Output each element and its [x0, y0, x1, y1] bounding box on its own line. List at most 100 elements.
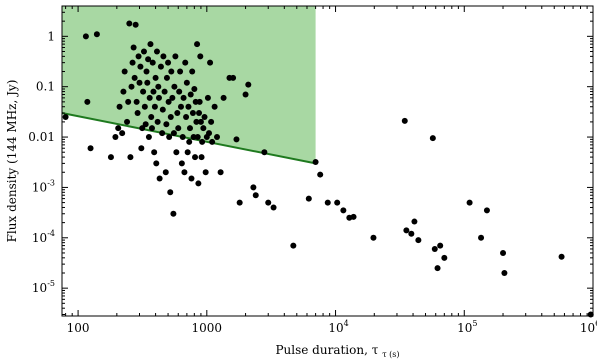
data-point	[143, 68, 150, 75]
x-tick-label: 106	[580, 319, 597, 335]
data-point	[188, 175, 195, 182]
data-point	[220, 94, 227, 101]
data-point	[185, 103, 192, 110]
data-point	[214, 134, 221, 141]
data-point	[429, 135, 436, 142]
data-point	[182, 59, 189, 66]
data-point	[153, 48, 160, 55]
data-point	[199, 138, 206, 145]
y-tick-label-base: 10	[32, 231, 47, 245]
data-point	[192, 154, 199, 161]
data-point	[200, 125, 207, 132]
data-point	[127, 154, 134, 161]
data-point	[208, 118, 215, 125]
x-axis-title-main: Pulse duration, τ	[275, 343, 378, 357]
data-point	[140, 48, 147, 55]
data-point	[324, 199, 331, 206]
data-point	[334, 199, 341, 206]
data-point	[183, 79, 190, 86]
data-point	[112, 134, 119, 141]
data-point	[178, 160, 185, 167]
data-point	[151, 103, 158, 110]
data-point	[107, 154, 114, 161]
y-tick-label: 0.1	[36, 80, 55, 94]
x-tick-label-base: 10	[580, 321, 595, 335]
data-point	[159, 106, 166, 113]
data-point	[174, 110, 181, 117]
data-point	[184, 149, 191, 156]
x-tick-label: 100	[67, 321, 90, 335]
data-point	[148, 125, 155, 132]
data-point	[157, 63, 164, 70]
data-point	[305, 195, 312, 202]
data-point	[155, 94, 162, 101]
data-point	[142, 121, 149, 128]
data-point	[93, 31, 100, 38]
data-point	[146, 94, 153, 101]
y-tick-label: 10-4	[32, 229, 55, 245]
data-point	[163, 74, 170, 81]
data-point	[242, 91, 249, 98]
data-point	[194, 134, 201, 141]
data-point	[265, 199, 272, 206]
data-point	[186, 138, 193, 145]
data-point	[177, 103, 184, 110]
data-points	[62, 20, 594, 318]
data-point	[370, 234, 377, 241]
data-point	[204, 94, 211, 101]
data-point	[140, 88, 147, 95]
data-point	[173, 149, 180, 156]
data-point	[230, 74, 237, 81]
data-point	[147, 41, 154, 48]
data-point	[189, 68, 196, 75]
data-point	[211, 103, 218, 110]
data-point	[171, 83, 178, 90]
x-tick-label-base: 100	[67, 321, 90, 335]
data-point	[135, 53, 142, 60]
y-tick-label-base: 1	[47, 29, 55, 43]
data-point	[151, 149, 158, 156]
y-tick-label-base: 0.01	[28, 130, 55, 144]
x-tick-label: 104	[328, 319, 348, 335]
data-point	[250, 184, 257, 191]
x-tick-label-base: 10	[328, 321, 343, 335]
x-axis-title: Pulse duration, τ τ (s)	[275, 343, 399, 359]
data-point	[408, 230, 415, 237]
x-tick-label-base: 1000	[192, 321, 223, 335]
y-tick-label-exponent: -5	[47, 279, 55, 288]
x-tick-label-base: 10	[457, 321, 472, 335]
data-point	[434, 265, 441, 272]
data-point	[170, 130, 177, 137]
data-point	[133, 98, 140, 105]
y-axis-title: Flux density (144 MHz, Jy)	[5, 80, 19, 243]
x-tick-label: 1000	[192, 321, 223, 335]
data-point	[270, 204, 277, 211]
data-point	[152, 74, 159, 81]
data-point	[403, 227, 410, 234]
y-tick-label: 10-3	[32, 178, 55, 194]
data-point	[290, 242, 297, 249]
data-point	[180, 94, 187, 101]
data-point	[207, 59, 214, 66]
data-point	[149, 59, 156, 66]
data-point	[168, 68, 175, 75]
data-point	[340, 207, 347, 214]
data-point	[153, 160, 160, 167]
y-tick-label: 0.01	[28, 130, 55, 144]
y-tick-label: 1	[47, 29, 55, 43]
data-point	[150, 88, 157, 95]
data-point	[161, 88, 168, 95]
data-point	[159, 130, 166, 137]
data-point	[202, 169, 209, 176]
data-point	[129, 59, 136, 66]
data-point	[145, 56, 152, 63]
data-point	[198, 154, 205, 161]
data-point	[431, 245, 438, 252]
data-point	[170, 210, 177, 217]
data-point	[196, 98, 203, 105]
data-point	[126, 20, 133, 27]
data-point	[177, 68, 184, 75]
data-point	[132, 21, 139, 28]
data-point	[233, 136, 240, 143]
